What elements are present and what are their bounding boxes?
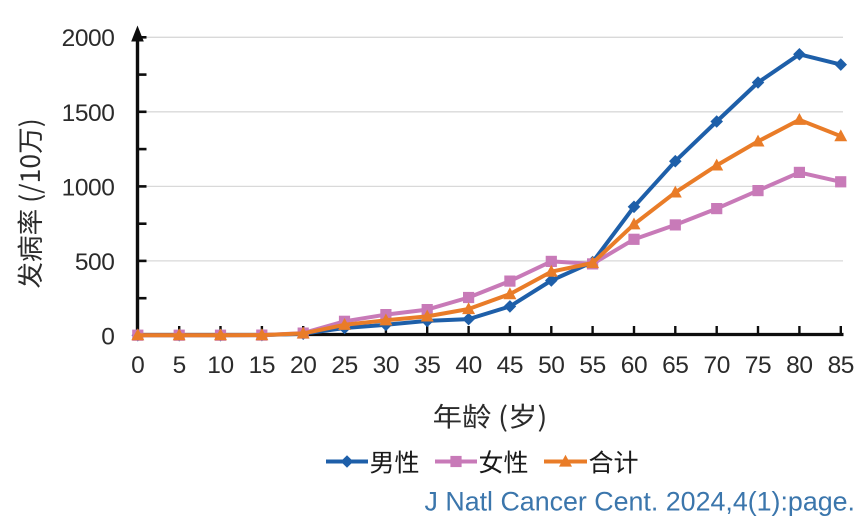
svg-text:80: 80	[786, 352, 812, 379]
svg-text:65: 65	[662, 352, 688, 379]
svg-text:1000: 1000	[62, 174, 115, 201]
svg-text:15: 15	[249, 352, 275, 379]
svg-text:500: 500	[75, 249, 115, 276]
svg-text:25: 25	[331, 352, 357, 379]
svg-text:30: 30	[373, 352, 399, 379]
svg-text:5: 5	[173, 352, 186, 379]
svg-text:0: 0	[131, 352, 144, 379]
svg-text:20: 20	[290, 352, 316, 379]
svg-text:85: 85	[828, 352, 854, 379]
svg-text:45: 45	[497, 352, 523, 379]
svg-text:0: 0	[101, 323, 114, 350]
svg-text:55: 55	[579, 352, 605, 379]
svg-text:70: 70	[703, 352, 729, 379]
svg-text:50: 50	[538, 352, 564, 379]
svg-text:40: 40	[455, 352, 481, 379]
svg-text:1500: 1500	[62, 100, 115, 127]
svg-text:2000: 2000	[62, 25, 115, 52]
svg-text:75: 75	[745, 352, 771, 379]
svg-text:60: 60	[621, 352, 647, 379]
svg-text:J Natl Cancer Cent. 2024,4(1):: J Natl Cancer Cent. 2024,4(1):page.	[425, 487, 855, 517]
svg-text:35: 35	[414, 352, 440, 379]
svg-text:10: 10	[207, 352, 233, 379]
